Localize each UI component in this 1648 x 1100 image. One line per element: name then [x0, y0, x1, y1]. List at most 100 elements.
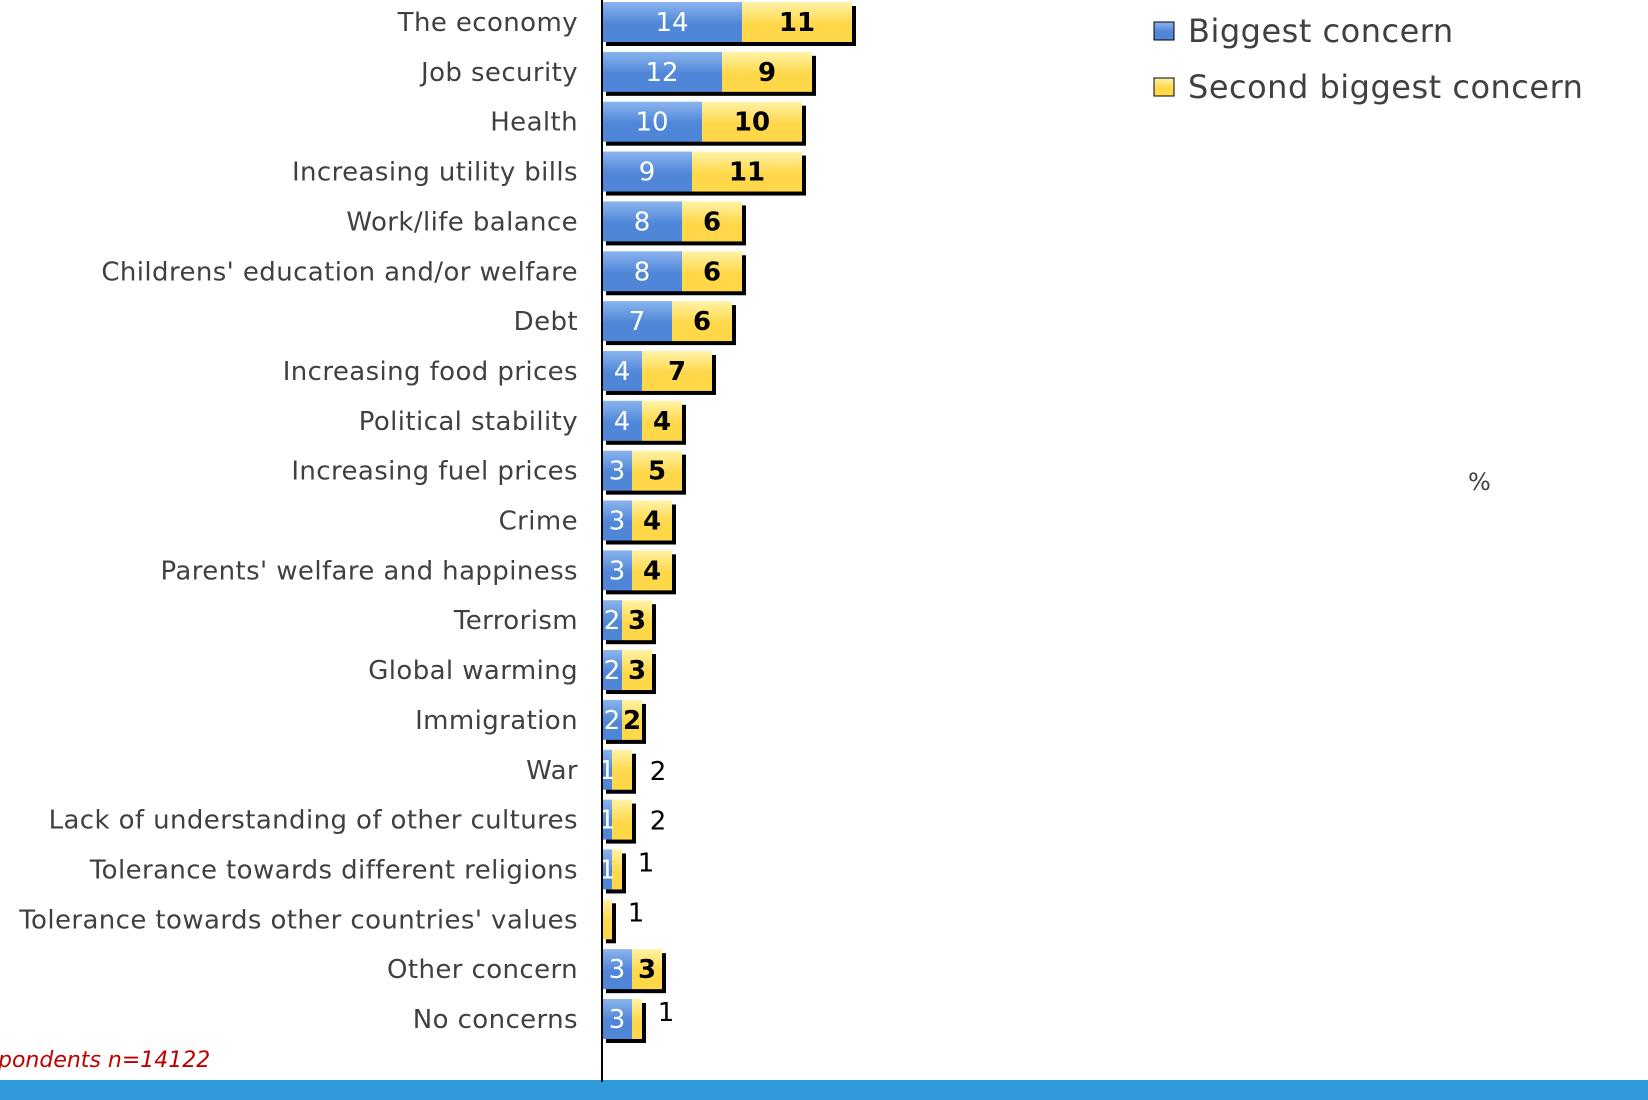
bar-second-concern: [602, 899, 612, 940]
bar-biggest-concern: [602, 699, 622, 740]
bar-biggest-concern: [602, 301, 672, 342]
data-label-biggest: 12: [645, 58, 678, 88]
legend-swatch: [1153, 77, 1175, 97]
data-label-second: 3: [628, 606, 646, 636]
bar-biggest-concern: [602, 600, 622, 641]
bar-second-concern: [632, 550, 672, 591]
legend-label: Biggest concern: [1188, 12, 1454, 50]
category-label: Work/life balance: [346, 207, 578, 237]
bar-second-concern: [642, 400, 682, 441]
data-label-second: 6: [693, 307, 711, 337]
category-label: Parents' welfare and happiness: [160, 556, 578, 586]
data-label-biggest: 8: [634, 257, 651, 287]
data-label-second: 6: [703, 207, 721, 237]
category-label: Immigration: [415, 706, 578, 736]
footnote: pondents n=14122: [0, 1048, 210, 1073]
category-label: Crime: [499, 507, 578, 537]
category-label: Increasing food prices: [283, 357, 578, 387]
data-label-biggest: 4: [614, 407, 631, 437]
category-label: Terrorism: [453, 606, 578, 636]
bar-biggest-concern: [602, 251, 682, 292]
bar-biggest-concern: [602, 51, 722, 92]
data-label-second: 2: [650, 757, 667, 787]
category-label: Health: [490, 108, 578, 138]
data-label-biggest: 8: [634, 207, 651, 237]
bar-second-concern: [742, 2, 852, 42]
bar-biggest-concern: [602, 500, 632, 541]
bar-biggest-concern: [602, 400, 642, 441]
data-label-second: 1: [658, 998, 675, 1028]
data-label-second: 5: [648, 457, 666, 487]
category-label: Tolerance towards different religions: [89, 855, 578, 885]
data-label-second: 4: [643, 556, 661, 586]
unit-label: %: [1468, 468, 1491, 496]
data-label-biggest: 3: [609, 457, 626, 487]
bar-second-concern: [632, 450, 682, 491]
data-label-biggest: 2: [604, 706, 621, 736]
bar-biggest-concern: [602, 2, 742, 42]
data-label-biggest: 3: [609, 556, 626, 586]
bar-biggest-concern: [602, 350, 642, 391]
bar-second-concern: [682, 201, 742, 242]
bar-biggest-concern: [602, 999, 632, 1039]
bar-biggest-concern: [602, 949, 632, 990]
category-label: Lack of understanding of other cultures: [49, 806, 578, 836]
category-label: Increasing utility bills: [292, 158, 578, 188]
data-label-biggest: 4: [614, 357, 631, 387]
bar-second-concern: [632, 500, 672, 541]
category-label: No concerns: [413, 1005, 578, 1035]
data-label-second: 10: [734, 108, 770, 138]
data-label-second: 2: [623, 706, 641, 736]
bar-second-concern: [622, 600, 652, 641]
bar-second-concern: [612, 849, 622, 890]
category-label: Other concern: [387, 955, 578, 985]
data-label-second: 4: [643, 507, 661, 537]
bar-second-concern: [682, 251, 742, 292]
bar-second-concern: [642, 350, 712, 391]
category-label: Increasing fuel prices: [291, 457, 578, 487]
data-label-biggest: 3: [609, 1005, 626, 1035]
category-label: Tolerance towards other countries' value…: [18, 905, 578, 935]
data-label-second: 4: [653, 407, 671, 437]
category-label: Global warming: [368, 656, 578, 686]
data-label-second: 3: [638, 955, 656, 985]
bar-biggest-concern: [602, 450, 632, 491]
bar-biggest-concern: [602, 799, 612, 840]
category-label: Childrens' education and/or welfare: [101, 257, 578, 287]
legend: Biggest concern Second biggest concern: [1153, 12, 1583, 106]
data-label-biggest: 2: [604, 606, 621, 636]
bar-biggest-concern: [602, 749, 612, 790]
data-label-biggest: 14: [655, 8, 688, 38]
data-label-biggest: 3: [609, 955, 626, 985]
data-label-biggest: 9: [639, 158, 656, 188]
bar-second-concern: [702, 101, 802, 142]
data-label-second: 11: [779, 8, 815, 38]
data-label-second: 2: [650, 807, 667, 837]
data-label-biggest: 10: [635, 108, 668, 138]
bar-second-concern: [722, 51, 812, 92]
bar-biggest-concern: [602, 101, 702, 142]
category-label: Job security: [419, 58, 578, 88]
category-label: The economy: [397, 8, 578, 38]
category-labels: The economy Job security Health Increasing …: [18, 8, 578, 1035]
legend-label: Second biggest concern: [1188, 68, 1583, 106]
bar-second-concern: [612, 799, 632, 840]
bottom-band: [0, 1080, 1648, 1100]
data-label-second: 1: [638, 848, 655, 878]
bar-second-concern: [692, 151, 802, 192]
data-label-biggest: 2: [604, 656, 621, 686]
bar-second-concern: [632, 999, 642, 1039]
bar-second-concern: [632, 949, 662, 990]
data-label-second: 1: [628, 898, 645, 928]
data-label-second: 11: [729, 158, 765, 188]
data-label-second: 6: [703, 257, 721, 287]
bar-biggest-concern: [602, 201, 682, 242]
category-label: Debt: [514, 307, 578, 337]
bar-biggest-concern: [602, 550, 632, 591]
legend-swatch: [1153, 21, 1175, 41]
data-label-biggest: 3: [609, 507, 626, 537]
bar-biggest-concern: [602, 650, 622, 691]
bar-second-concern: [672, 301, 732, 342]
